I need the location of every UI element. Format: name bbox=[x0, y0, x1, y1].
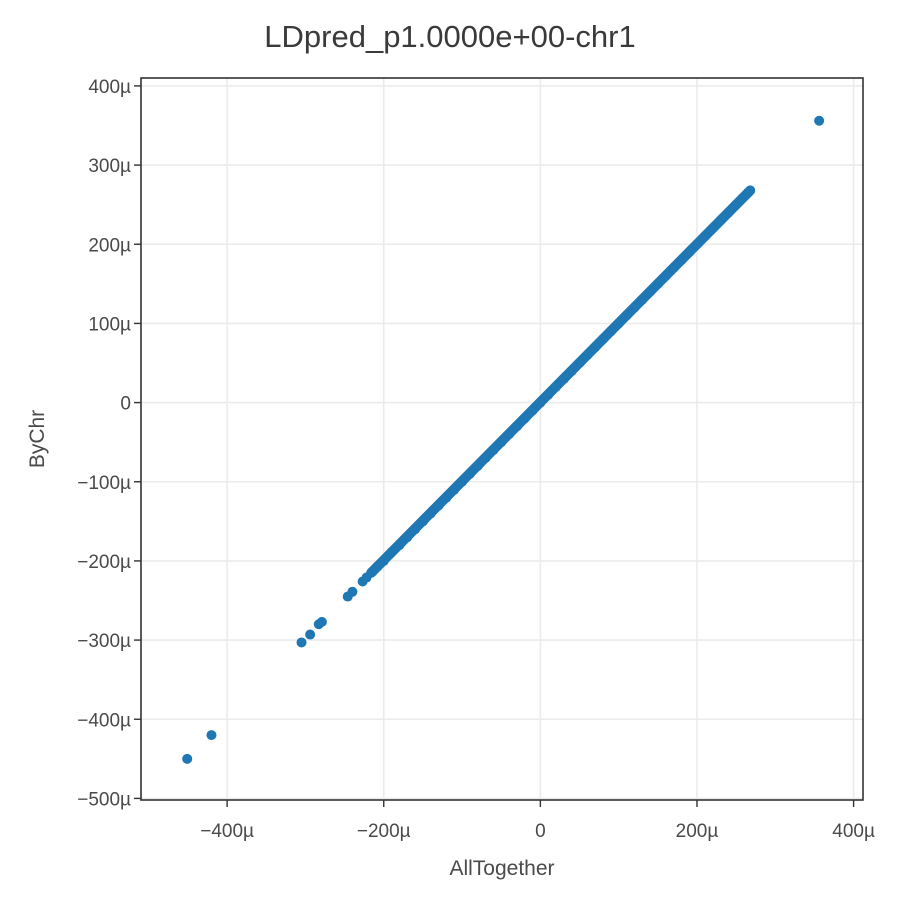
data-point bbox=[707, 223, 718, 234]
y-tick-label: −100µ bbox=[77, 473, 131, 494]
data-point bbox=[745, 185, 756, 196]
y-tick-label: 100µ bbox=[88, 314, 131, 335]
data-point bbox=[182, 753, 193, 764]
data-point bbox=[402, 532, 413, 543]
data-point bbox=[676, 255, 687, 266]
data-point bbox=[660, 270, 671, 281]
data-point bbox=[551, 381, 562, 392]
y-axis-label: ByChr bbox=[26, 410, 49, 468]
y-axis-ticks: −500µ −400µ −300µ −200µ −100µ 0 100µ 200µ 300µ 40… bbox=[77, 77, 141, 810]
data-point bbox=[558, 373, 569, 384]
data-point bbox=[605, 326, 616, 337]
data-point bbox=[629, 302, 640, 313]
data-point bbox=[417, 516, 428, 527]
data-point bbox=[488, 445, 499, 456]
data-point bbox=[511, 421, 522, 432]
data-point bbox=[433, 500, 444, 511]
data-point bbox=[613, 318, 624, 329]
data-point bbox=[652, 278, 663, 289]
data-point bbox=[206, 730, 217, 741]
data-point bbox=[296, 637, 307, 648]
data-point bbox=[316, 616, 327, 627]
data-point bbox=[566, 365, 577, 376]
x-tick-label: 0 bbox=[535, 821, 546, 842]
y-tick-label: −200µ bbox=[77, 552, 131, 573]
y-tick-label: −300µ bbox=[77, 631, 131, 652]
y-tick-label: 200µ bbox=[88, 235, 131, 256]
y-tick-label: −500µ bbox=[77, 789, 131, 810]
y-tick-label: 300µ bbox=[88, 156, 131, 177]
data-point bbox=[574, 358, 585, 368]
data-point bbox=[410, 524, 421, 535]
y-tick-label: −400µ bbox=[77, 710, 131, 731]
data-point bbox=[347, 586, 358, 597]
x-axis-label: AllTogether bbox=[449, 857, 554, 880]
data-point bbox=[394, 540, 405, 551]
x-tick-label: −200µ bbox=[357, 821, 411, 842]
data-point bbox=[527, 405, 538, 416]
data-point bbox=[590, 342, 601, 353]
chart-title: LDpred_p1.0000e+00-chr1 bbox=[264, 19, 635, 54]
data-point bbox=[535, 397, 546, 408]
data-point bbox=[582, 350, 593, 361]
data-point bbox=[519, 413, 530, 424]
data-point bbox=[449, 484, 460, 495]
data-point bbox=[699, 231, 710, 242]
data-point bbox=[425, 508, 436, 519]
data-point bbox=[731, 199, 742, 210]
data-point bbox=[378, 555, 389, 566]
data-point bbox=[691, 239, 702, 250]
data-point bbox=[472, 460, 483, 471]
data-point bbox=[715, 215, 726, 226]
y-tick-label: 400µ bbox=[88, 77, 131, 98]
data-point bbox=[386, 547, 397, 558]
data-point bbox=[637, 294, 648, 305]
y-tick-label: 0 bbox=[120, 394, 131, 415]
x-axis-ticks: −400µ −200µ 0 200µ 400µ bbox=[200, 800, 875, 842]
data-point bbox=[496, 437, 507, 448]
data-point bbox=[723, 207, 734, 218]
grid-lines bbox=[141, 78, 863, 800]
data-point bbox=[480, 453, 491, 463]
data-point bbox=[684, 247, 695, 258]
data-point bbox=[504, 429, 515, 440]
data-point bbox=[464, 468, 475, 479]
data-point bbox=[305, 629, 316, 640]
data-point bbox=[621, 310, 632, 321]
data-point bbox=[543, 389, 554, 400]
x-tick-label: −400µ bbox=[200, 821, 254, 842]
data-point bbox=[645, 286, 656, 297]
x-tick-label: 200µ bbox=[676, 821, 719, 842]
plot-area-frame bbox=[140, 77, 864, 801]
data-points bbox=[182, 115, 825, 764]
data-point bbox=[598, 334, 609, 345]
data-point bbox=[814, 115, 825, 126]
x-tick-label: 400µ bbox=[832, 821, 875, 842]
data-point bbox=[457, 476, 468, 487]
data-point bbox=[441, 492, 452, 503]
data-point bbox=[668, 263, 679, 273]
